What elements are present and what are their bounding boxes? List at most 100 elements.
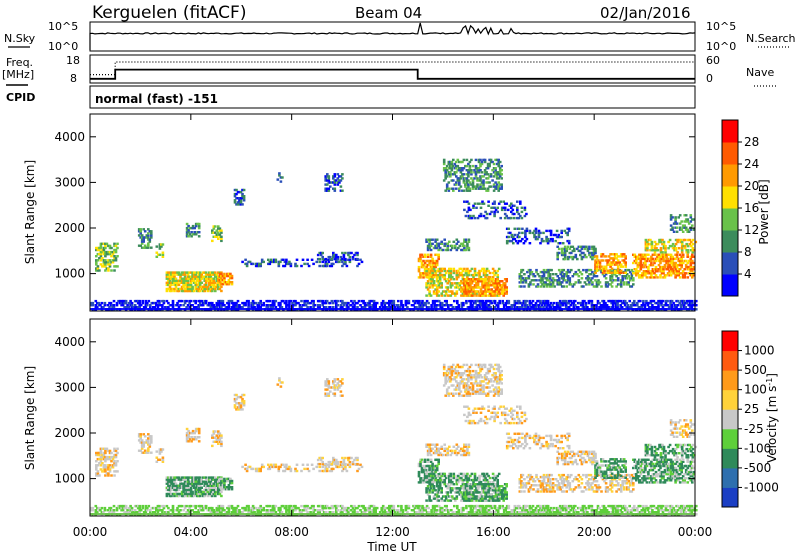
- echo-cell: [677, 304, 680, 306]
- echo-cell: [280, 385, 283, 387]
- echo-cell: [468, 274, 471, 276]
- echo-cell: [418, 268, 421, 270]
- echo-cell: [341, 382, 344, 384]
- echo-cell: [526, 238, 529, 240]
- echo-cell: [234, 404, 237, 406]
- echo-cell: [457, 165, 460, 167]
- echo-cell: [474, 268, 477, 270]
- echo-cell: [599, 263, 602, 265]
- echo-cell: [679, 222, 682, 224]
- echo-cell: [424, 254, 427, 256]
- echo-cell: [425, 268, 428, 270]
- echo-cell: [529, 230, 532, 232]
- echo-cell: [223, 482, 226, 484]
- echo-cell: [572, 285, 575, 287]
- echo-cell: [335, 254, 338, 256]
- echo-cell: [198, 225, 201, 227]
- echo-cell: [341, 378, 344, 380]
- echo-cell: [109, 450, 112, 452]
- echo-cell: [479, 165, 482, 167]
- echo-cell: [553, 285, 556, 287]
- echo-cell: [231, 275, 234, 277]
- echo-cell: [507, 209, 510, 211]
- echo-cell: [639, 300, 642, 302]
- echo-cell: [106, 243, 109, 245]
- echo-cell: [148, 300, 151, 302]
- echo-cell: [150, 247, 153, 249]
- echo-cell: [674, 218, 677, 220]
- echo-cell: [468, 203, 471, 205]
- echo-cell: [482, 175, 485, 177]
- echo-cell: [556, 275, 559, 277]
- echo-cell: [194, 300, 197, 302]
- echo-cell: [489, 272, 492, 274]
- echo-cell: [241, 398, 244, 400]
- echo-cell: [535, 236, 538, 238]
- echo-cell: [526, 228, 529, 230]
- echo-cell: [496, 207, 499, 209]
- echo-cell: [220, 478, 223, 480]
- echo-cell: [591, 277, 594, 279]
- echo-cell: [445, 300, 448, 302]
- echo-cell: [516, 209, 519, 211]
- echo-cell: [468, 239, 471, 241]
- echo-cell: [453, 475, 456, 477]
- echo-cell: [181, 300, 184, 302]
- echo-cell: [537, 283, 540, 285]
- echo-cell: [504, 282, 507, 284]
- echo-cell: [582, 256, 585, 258]
- echo-cell: [331, 265, 334, 267]
- echo-cell: [275, 259, 278, 261]
- echo-cell: [229, 273, 232, 275]
- echo-cell: [539, 232, 542, 234]
- echo-cell: [632, 277, 635, 279]
- echo-cell: [107, 472, 110, 474]
- echo-cell: [692, 251, 695, 253]
- echo-cell: [436, 270, 439, 272]
- echo-cell: [504, 217, 507, 219]
- echo-cell: [506, 242, 509, 244]
- echo-cell: [488, 165, 491, 167]
- echo-cell: [341, 265, 344, 267]
- echo-cell: [657, 249, 660, 251]
- echo-cell: [539, 242, 542, 244]
- echo-cell: [220, 232, 223, 234]
- echo-cell: [500, 169, 503, 171]
- echo-cell: [552, 281, 555, 283]
- echo-cell: [158, 300, 161, 302]
- echo-cell: [652, 264, 655, 266]
- echo-cell: [581, 277, 584, 279]
- echo-cell: [470, 159, 473, 161]
- echo-cell: [452, 188, 455, 190]
- echo-cell: [331, 470, 334, 472]
- echo-cell: [430, 459, 433, 461]
- echo-cell: [443, 245, 446, 247]
- echo-cell: [217, 430, 220, 432]
- echo-cell: [211, 445, 214, 447]
- echo-cell: [116, 243, 119, 245]
- echo-cell: [640, 260, 643, 262]
- echo-cell: [259, 470, 262, 472]
- echo-cell: [535, 269, 538, 271]
- echo-cell: [468, 207, 471, 209]
- echo-cell: [436, 465, 439, 467]
- echo-cell: [561, 281, 564, 283]
- echo-cell: [681, 247, 684, 249]
- echo-cell: [101, 257, 104, 259]
- echo-cell: [302, 464, 305, 466]
- echo-cell: [666, 300, 669, 302]
- echo-cell: [440, 497, 443, 499]
- echo-cell: [214, 493, 217, 495]
- echo-cell: [306, 468, 309, 470]
- echo-cell: [156, 245, 159, 247]
- echo-cell: [496, 278, 499, 280]
- echo-cell: [562, 304, 565, 306]
- echo-cell: [451, 245, 454, 247]
- echo-cell: [487, 278, 490, 280]
- echo-cell: [679, 214, 682, 216]
- echo-cell: [621, 266, 624, 268]
- echo-cell: [517, 242, 520, 244]
- ytick-label: 4000: [54, 130, 85, 144]
- echo-cell: [451, 282, 454, 284]
- echo-cell: [453, 268, 456, 270]
